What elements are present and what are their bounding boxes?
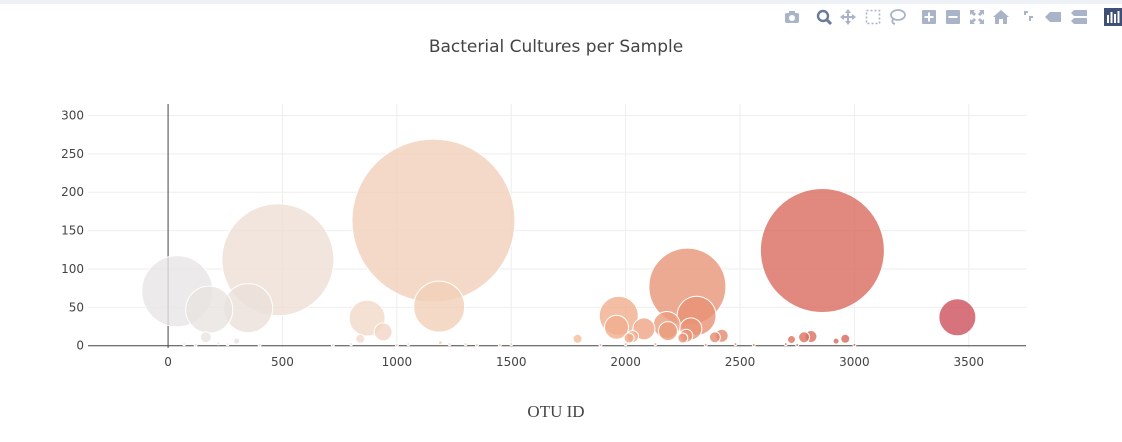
x-tick-label: 500 xyxy=(271,355,294,369)
autoscale-button[interactable] xyxy=(968,8,986,26)
x-tick-label: 1500 xyxy=(496,355,527,369)
box-select-button[interactable] xyxy=(864,8,882,26)
bubble-marker[interactable] xyxy=(355,333,366,344)
x-tick-label: 3000 xyxy=(839,355,870,369)
bubble-marker[interactable] xyxy=(703,342,708,347)
hover-closest-icon xyxy=(1045,12,1061,22)
lasso-icon xyxy=(890,9,906,25)
bubble-marker[interactable] xyxy=(463,342,468,347)
y-tick-label: 200 xyxy=(61,185,84,199)
modebar xyxy=(780,8,1122,26)
autoscale-icon xyxy=(970,10,984,24)
bubble-marker[interactable] xyxy=(349,342,354,347)
bubble-marker[interactable] xyxy=(193,342,198,347)
hover-compare-button[interactable] xyxy=(1070,8,1088,26)
bubble-marker[interactable] xyxy=(787,335,796,345)
bubble-marker[interactable] xyxy=(199,331,212,344)
y-tick-label: 250 xyxy=(61,147,84,161)
zoom-out-icon xyxy=(946,10,960,24)
zoom-in-button[interactable] xyxy=(920,8,938,26)
x-tick-label: 2000 xyxy=(610,355,641,369)
x-tick-label: 3500 xyxy=(954,355,985,369)
reset-axes-icon xyxy=(993,10,1009,24)
bubble-marker[interactable] xyxy=(708,331,721,344)
box-select-icon xyxy=(865,9,881,25)
chart-title: Bacterial Cultures per Sample xyxy=(428,37,684,57)
x-tick-label: 1000 xyxy=(382,355,413,369)
y-tick-label: 300 xyxy=(61,109,84,123)
spike-lines-icon xyxy=(1024,11,1033,21)
bubble-marker[interactable] xyxy=(474,342,479,347)
hover-compare-icon xyxy=(1071,10,1087,24)
bubble-marker[interactable] xyxy=(677,332,689,344)
bubble-marker[interactable] xyxy=(783,342,788,347)
bubble-marker[interactable] xyxy=(330,342,335,347)
bubble-marker[interactable] xyxy=(225,342,230,347)
y-tick-label: 100 xyxy=(61,262,84,276)
bubble-marker[interactable] xyxy=(938,298,977,337)
bubble-marker[interactable] xyxy=(623,332,635,344)
bubble-marker[interactable] xyxy=(840,333,851,344)
bubble-marker[interactable] xyxy=(798,331,811,344)
bubble-marker[interactable] xyxy=(182,342,187,347)
bubble-marker[interactable] xyxy=(497,342,502,347)
bubble-marker[interactable] xyxy=(623,342,628,347)
bubble-marker[interactable] xyxy=(733,342,738,347)
bubble-marker[interactable] xyxy=(832,337,840,345)
page-top-strip xyxy=(0,0,1122,4)
bubble-marker[interactable] xyxy=(852,342,857,347)
x-tick-label: 2500 xyxy=(725,355,756,369)
bubble-marker[interactable] xyxy=(751,342,756,347)
zoom-icon xyxy=(816,9,833,26)
camera-button[interactable] xyxy=(783,8,801,26)
bubble-marker[interactable] xyxy=(795,342,800,347)
y-tick-label: 150 xyxy=(61,224,84,238)
bubble-marker[interactable] xyxy=(351,138,516,303)
lasso-button[interactable] xyxy=(888,8,906,26)
plotly-logo-button[interactable] xyxy=(1104,8,1122,26)
bubble-marker[interactable] xyxy=(598,342,603,347)
bubble-layer xyxy=(141,138,977,347)
bubble-marker[interactable] xyxy=(257,342,262,347)
bubble-marker[interactable] xyxy=(413,280,466,333)
x-axis-title: OTU ID xyxy=(527,402,585,421)
bubble-marker[interactable] xyxy=(373,322,393,342)
bubble-marker[interactable] xyxy=(572,333,583,344)
bubble-marker[interactable] xyxy=(406,342,411,347)
bubble-marker[interactable] xyxy=(437,340,443,346)
pan-icon xyxy=(840,9,856,25)
zoom-out-button[interactable] xyxy=(944,8,962,26)
x-tick-label: 0 xyxy=(164,355,172,369)
camera-icon xyxy=(785,11,799,23)
pan-button[interactable] xyxy=(839,8,857,26)
plotly-logo-icon xyxy=(1104,8,1122,26)
bubble-marker[interactable] xyxy=(394,342,399,347)
bubble-marker[interactable] xyxy=(759,188,885,314)
bubble-marker[interactable] xyxy=(653,342,658,347)
bubble-marker[interactable] xyxy=(657,321,678,342)
bubble-marker[interactable] xyxy=(447,342,452,347)
zoom-in-icon xyxy=(922,10,936,24)
y-tick-label: 0 xyxy=(76,339,84,353)
bubble-marker[interactable] xyxy=(233,337,241,345)
bubble-marker[interactable] xyxy=(185,285,234,334)
bubble-marker[interactable] xyxy=(603,314,629,340)
bubble-marker[interactable] xyxy=(216,341,221,346)
bubble-marker[interactable] xyxy=(509,342,514,347)
y-tick-label: 50 xyxy=(69,300,84,314)
spike-lines-button[interactable] xyxy=(1020,8,1038,26)
hover-closest-button[interactable] xyxy=(1044,8,1062,26)
reset-axes-button[interactable] xyxy=(992,8,1010,26)
zoom-button[interactable] xyxy=(815,8,833,26)
